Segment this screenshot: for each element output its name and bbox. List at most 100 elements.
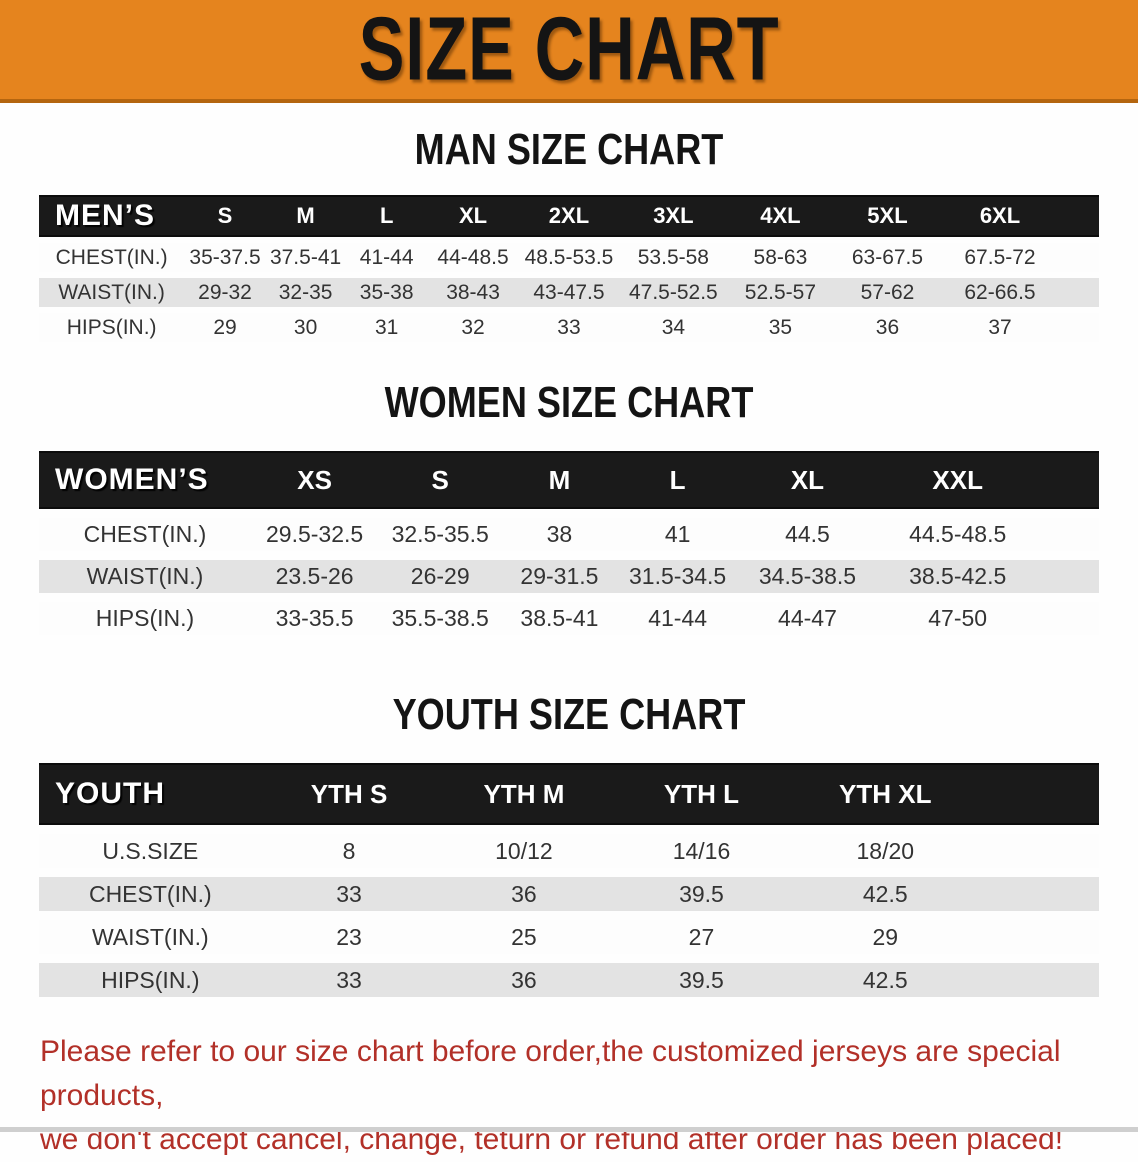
column-header: S — [184, 195, 266, 237]
size-cell: 38-43 — [428, 278, 519, 307]
mens-waist-row: WAIST(IN.) 29-32 32-35 35-38 38-43 43-47… — [39, 278, 1099, 307]
size-cell: 43-47.5 — [518, 278, 620, 307]
disclaimer-text: Please refer to our size chart before or… — [40, 1030, 1118, 1162]
size-cell: 32-35 — [265, 278, 346, 307]
image-bottom-edge — [0, 1127, 1138, 1132]
size-cell: 23 — [261, 920, 437, 954]
size-cell: 29-32 — [184, 278, 266, 307]
row-label: HIPS(IN.) — [39, 313, 185, 342]
size-cell: 23.5-26 — [251, 560, 379, 593]
row-label: CHEST(IN.) — [39, 243, 185, 272]
column-header: M — [265, 195, 346, 237]
womens-waist-row: WAIST(IN.) 23.5-26 26-29 29-31.5 31.5-34… — [39, 560, 1099, 593]
size-cell: 42.5 — [791, 877, 1099, 911]
size-cell: 29.5-32.5 — [251, 518, 379, 551]
youth-chest-row: CHEST(IN.) 33 36 39.5 42.5 — [39, 877, 1099, 911]
size-cell: 53.5-58 — [619, 243, 727, 272]
size-cell: 34.5-38.5 — [738, 560, 877, 593]
size-cell: 32.5-35.5 — [378, 518, 503, 551]
column-header: 4XL — [726, 195, 834, 237]
size-cell: 38 — [502, 518, 617, 551]
size-cell: 35-37.5 — [184, 243, 266, 272]
row-label: HIPS(IN.) — [39, 602, 251, 635]
disclaimer-line-2: we don't accept cancel, change, teturn o… — [40, 1123, 1064, 1156]
size-cell: 8 — [261, 834, 437, 868]
size-cell: 33 — [261, 877, 437, 911]
womens-size-table: WOMEN’S XS S M L XL XXL CHEST(IN.) 29.5-… — [39, 442, 1099, 644]
row-label: HIPS(IN.) — [39, 963, 262, 997]
size-cell: 48.5-53.5 — [518, 243, 620, 272]
column-header: L — [345, 195, 428, 237]
size-cell: 27 — [611, 920, 792, 954]
size-cell: 32 — [428, 313, 519, 342]
size-cell: 29-31.5 — [502, 560, 617, 593]
mens-chest-row: CHEST(IN.) 35-37.5 37.5-41 41-44 44-48.5… — [39, 243, 1099, 272]
size-cell: 36 — [833, 313, 941, 342]
womens-chest-row: CHEST(IN.) 29.5-32.5 32.5-35.5 38 41 44.… — [39, 518, 1099, 551]
size-cell: 33 — [261, 963, 437, 997]
size-cell: 30 — [265, 313, 346, 342]
size-cell: 35-38 — [345, 278, 428, 307]
size-cell: 25 — [436, 920, 612, 954]
size-cell: 52.5-57 — [726, 278, 834, 307]
man-section-heading: MAN SIZE CHART — [414, 125, 724, 174]
mens-hips-row: HIPS(IN.) 29 30 31 32 33 34 35 36 37 — [39, 313, 1099, 342]
size-cell: 42.5 — [791, 963, 1099, 997]
size-cell: 38.5-42.5 — [876, 560, 1099, 593]
womens-header-row: WOMEN’S XS S M L XL XXL — [39, 451, 1099, 509]
size-cell: 58-63 — [726, 243, 834, 272]
size-cell: 37.5-41 — [265, 243, 346, 272]
size-cell: 14/16 — [611, 834, 792, 868]
column-header: YTH S — [261, 763, 437, 825]
size-cell: 44-47 — [738, 602, 877, 635]
size-cell: 44-48.5 — [428, 243, 519, 272]
size-cell: 47-50 — [876, 602, 1099, 635]
row-label: WAIST(IN.) — [39, 278, 185, 307]
women-section-heading: WOMEN SIZE CHART — [384, 378, 754, 427]
banner-title: SIZE CHART — [358, 0, 780, 100]
size-cell: 26-29 — [378, 560, 503, 593]
size-cell: 44.5 — [738, 518, 877, 551]
column-header: XXL — [876, 451, 1099, 509]
size-cell: 39.5 — [611, 963, 792, 997]
size-cell: 35 — [726, 313, 834, 342]
size-chart-banner: SIZE CHART — [0, 0, 1138, 103]
size-cell: 36 — [436, 963, 612, 997]
youth-section-heading: YOUTH SIZE CHART — [392, 690, 746, 739]
column-header: XL — [428, 195, 519, 237]
row-label: U.S.SIZE — [39, 834, 262, 868]
size-cell: 47.5-52.5 — [619, 278, 727, 307]
row-label: WAIST(IN.) — [39, 920, 262, 954]
column-header: YTH XL — [791, 763, 1099, 825]
youth-waist-row: WAIST(IN.) 23 25 27 29 — [39, 920, 1099, 954]
size-cell: 41 — [616, 518, 739, 551]
size-cell: 31.5-34.5 — [616, 560, 739, 593]
size-cell: 62-66.5 — [940, 278, 1099, 307]
size-cell: 41-44 — [345, 243, 428, 272]
mens-header-row: MEN’S S M L XL 2XL 3XL 4XL 5XL 6XL — [39, 195, 1099, 237]
size-cell: 34 — [619, 313, 727, 342]
column-header: XS — [251, 451, 379, 509]
youth-header-row: YOUTH YTH S YTH M YTH L YTH XL — [39, 763, 1099, 825]
youth-ussize-row: U.S.SIZE 8 10/12 14/16 18/20 — [39, 834, 1099, 868]
size-cell: 10/12 — [436, 834, 612, 868]
row-label: CHEST(IN.) — [39, 518, 251, 551]
column-header: 5XL — [833, 195, 941, 237]
womens-header-label: WOMEN’S — [39, 451, 251, 509]
disclaimer-line-1: Please refer to our size chart before or… — [40, 1035, 1061, 1112]
row-label: CHEST(IN.) — [39, 877, 262, 911]
size-cell: 36 — [436, 877, 612, 911]
column-header: YTH M — [436, 763, 612, 825]
size-cell: 38.5-41 — [502, 602, 617, 635]
size-cell: 44.5-48.5 — [876, 518, 1099, 551]
youth-hips-row: HIPS(IN.) 33 36 39.5 42.5 — [39, 963, 1099, 997]
column-header: 2XL — [518, 195, 620, 237]
size-cell: 33-35.5 — [251, 602, 379, 635]
column-header: L — [616, 451, 739, 509]
column-header: YTH L — [611, 763, 792, 825]
row-label: WAIST(IN.) — [39, 560, 251, 593]
column-header: M — [502, 451, 617, 509]
size-cell: 41-44 — [616, 602, 739, 635]
column-header: 6XL — [940, 195, 1099, 237]
column-header: 3XL — [619, 195, 727, 237]
